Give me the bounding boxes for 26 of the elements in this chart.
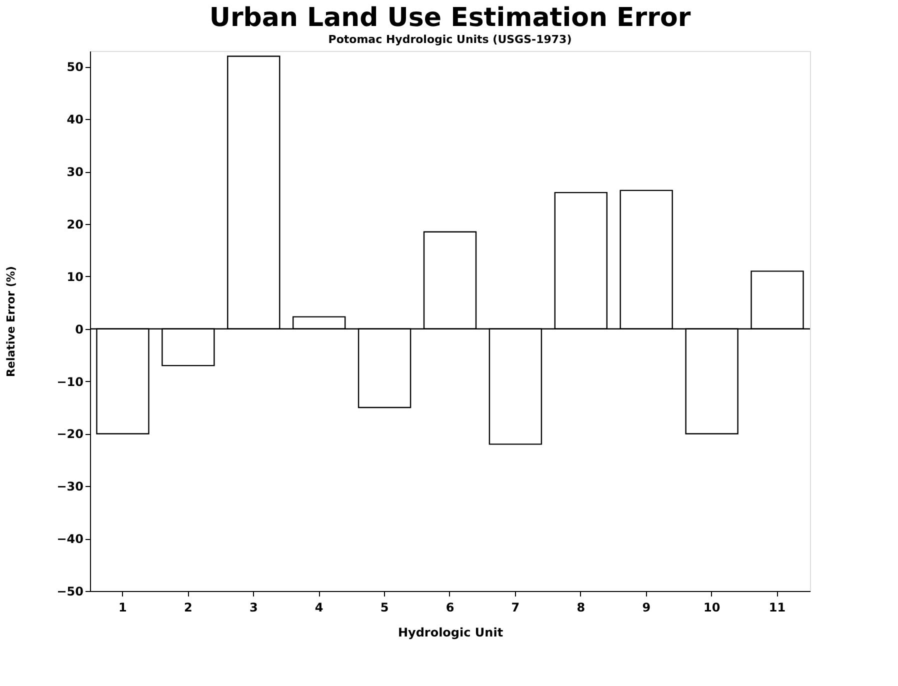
x-tick-label: 7 xyxy=(511,600,520,614)
chart-subtitle: Potomac Hydrologic Units (USGS-1973) xyxy=(328,33,572,46)
x-axis-title: Hydrologic Unit xyxy=(398,626,504,640)
x-tick-label: 8 xyxy=(576,600,586,614)
x-tick-label: 2 xyxy=(184,600,192,614)
y-tick-label: −20 xyxy=(56,427,84,442)
y-tick-label: 10 xyxy=(66,270,84,284)
x-tick-label: 5 xyxy=(380,600,389,614)
chart-title: Urban Land Use Estimation Error xyxy=(209,3,691,33)
y-tick-label: 20 xyxy=(66,218,84,232)
y-tick-label: 40 xyxy=(66,112,84,127)
x-tick-label: 1 xyxy=(118,600,127,614)
y-tick-label: −30 xyxy=(56,480,84,494)
x-tick-label: 3 xyxy=(249,600,258,614)
x-tick-label: 11 xyxy=(768,600,786,614)
y-axis-title: Relative Error (%) xyxy=(4,266,18,377)
y-tick-label: 0 xyxy=(75,322,84,336)
y-tick-label: 50 xyxy=(66,60,84,74)
x-tick-label: 4 xyxy=(314,600,324,614)
y-tick-label: 30 xyxy=(66,165,84,180)
x-tick-label: 6 xyxy=(446,600,454,614)
x-tick-label: 9 xyxy=(642,600,651,614)
x-tick-label: 10 xyxy=(703,600,720,614)
y-tick-label: −10 xyxy=(56,374,84,389)
y-tick-label: −50 xyxy=(56,584,84,598)
y-tick-label: −40 xyxy=(56,532,84,546)
